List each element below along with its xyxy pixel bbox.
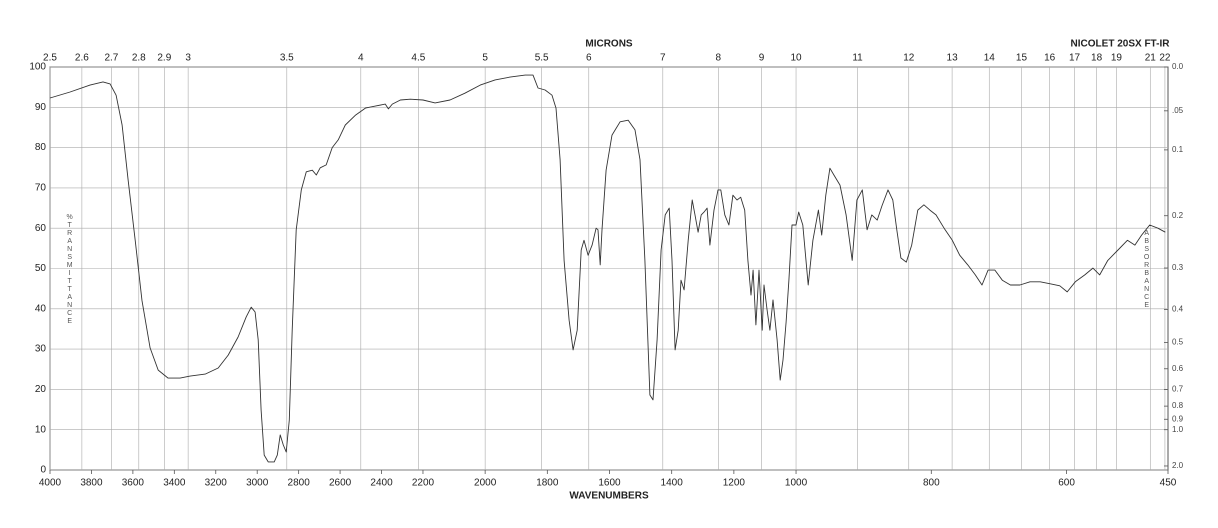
top-tick-label: 17 <box>1069 53 1081 64</box>
y2-tick-label: 0.8 <box>1172 401 1184 410</box>
top-tick-label: 14 <box>984 53 996 64</box>
x-tick-label: 2800 <box>288 478 311 489</box>
x-tick-label: 1000 <box>785 478 808 489</box>
y2-tick-label: 0.1 <box>1172 145 1184 154</box>
y2-tick-label: 0.5 <box>1172 338 1184 347</box>
top-tick-label: 16 <box>1044 53 1056 64</box>
top-tick-label: 2.5 <box>43 53 57 64</box>
x-tick-label: 2000 <box>474 478 497 489</box>
y2-tick-label: 0.9 <box>1172 414 1184 423</box>
top-tick-label: 2.9 <box>157 53 171 64</box>
y2-tick-label: 0.2 <box>1172 211 1184 220</box>
top-tick-label: 13 <box>947 53 959 64</box>
y-tick-label: 50 <box>35 263 47 274</box>
top-tick-label: 2.7 <box>104 53 118 64</box>
x-tick-label: 3600 <box>122 478 145 489</box>
top-tick-label: 7 <box>660 53 666 64</box>
y2-tick-label: 1.0 <box>1172 425 1184 434</box>
y-tick-label: 40 <box>35 303 47 314</box>
top-tick-label: 8 <box>716 53 722 64</box>
y-tick-label: 20 <box>35 384 47 395</box>
x-tick-label: 3200 <box>205 478 228 489</box>
x-tick-label: 3400 <box>163 478 186 489</box>
y2-tick-label: 0.0 <box>1172 62 1184 71</box>
y-tick-label: 0 <box>40 465 46 476</box>
x-tick-label: 800 <box>923 478 940 489</box>
y2-axis-label: ABSORBANCE <box>1143 230 1150 310</box>
top-tick-label: 22 <box>1159 53 1171 64</box>
y2-tick-label: 0.7 <box>1172 385 1184 394</box>
y-tick-label: 10 <box>35 424 47 435</box>
x-axis-label: WAVENUMBERS <box>569 491 649 502</box>
x-tick-label: 4000 <box>39 478 62 489</box>
y2-tick-label: .05 <box>1172 106 1184 115</box>
top-tick-label: 19 <box>1111 53 1123 64</box>
top-tick-label: 15 <box>1016 53 1028 64</box>
top-tick-label: 9 <box>759 53 765 64</box>
top-tick-label: 11 <box>852 53 863 64</box>
top-tick-label: 12 <box>903 53 915 64</box>
y-tick-label: 90 <box>35 102 47 113</box>
x-tick-label: 1200 <box>723 478 746 489</box>
y-axis-label: %TRANSMITTANCE <box>66 214 73 326</box>
top-tick-label: 2.8 <box>132 53 146 64</box>
y-tick-label: 60 <box>35 223 47 234</box>
spectrum-line <box>49 74 1166 463</box>
x-tick-label: 1800 <box>536 478 559 489</box>
chart-title: NICOLET 20SX FT-IR <box>1071 39 1171 50</box>
top-tick-label: 5.5 <box>535 53 549 64</box>
x-tick-label: 600 <box>1058 478 1075 489</box>
top-tick-label: 2.6 <box>75 53 89 64</box>
y2-tick-label: 0.3 <box>1172 263 1184 272</box>
top-tick-label: 21 <box>1145 53 1157 64</box>
top-tick-label: 4 <box>358 53 364 64</box>
top-tick-label: 4.5 <box>411 53 425 64</box>
y-tick-label: 80 <box>35 142 47 153</box>
y2-tick-label: 0.4 <box>1172 305 1184 314</box>
x-tick-label: 1400 <box>661 478 684 489</box>
x-tick-label: 450 <box>1160 478 1177 489</box>
top-axis-label: MICRONS <box>585 39 633 50</box>
top-tick-label: 18 <box>1091 53 1103 64</box>
top-tick-label: 5 <box>482 53 488 64</box>
y2-tick-label: 2.0 <box>1172 461 1184 470</box>
x-tick-label: 3800 <box>80 478 103 489</box>
y-tick-label: 70 <box>35 183 47 194</box>
top-tick-label: 10 <box>790 53 802 64</box>
top-tick-label: 3.5 <box>280 53 294 64</box>
top-tick-label: 3 <box>185 53 191 64</box>
x-tick-label: 1600 <box>598 478 621 489</box>
x-tick-label: 2200 <box>412 478 435 489</box>
y2-tick-label: 0.6 <box>1172 364 1184 373</box>
x-tick-label: 2600 <box>329 478 352 489</box>
top-tick-label: 6 <box>586 53 592 64</box>
y-tick-label: 100 <box>29 62 46 73</box>
x-tick-label: 3000 <box>246 478 269 489</box>
y-tick-label: 30 <box>35 344 47 355</box>
x-tick-label: 2400 <box>370 478 393 489</box>
